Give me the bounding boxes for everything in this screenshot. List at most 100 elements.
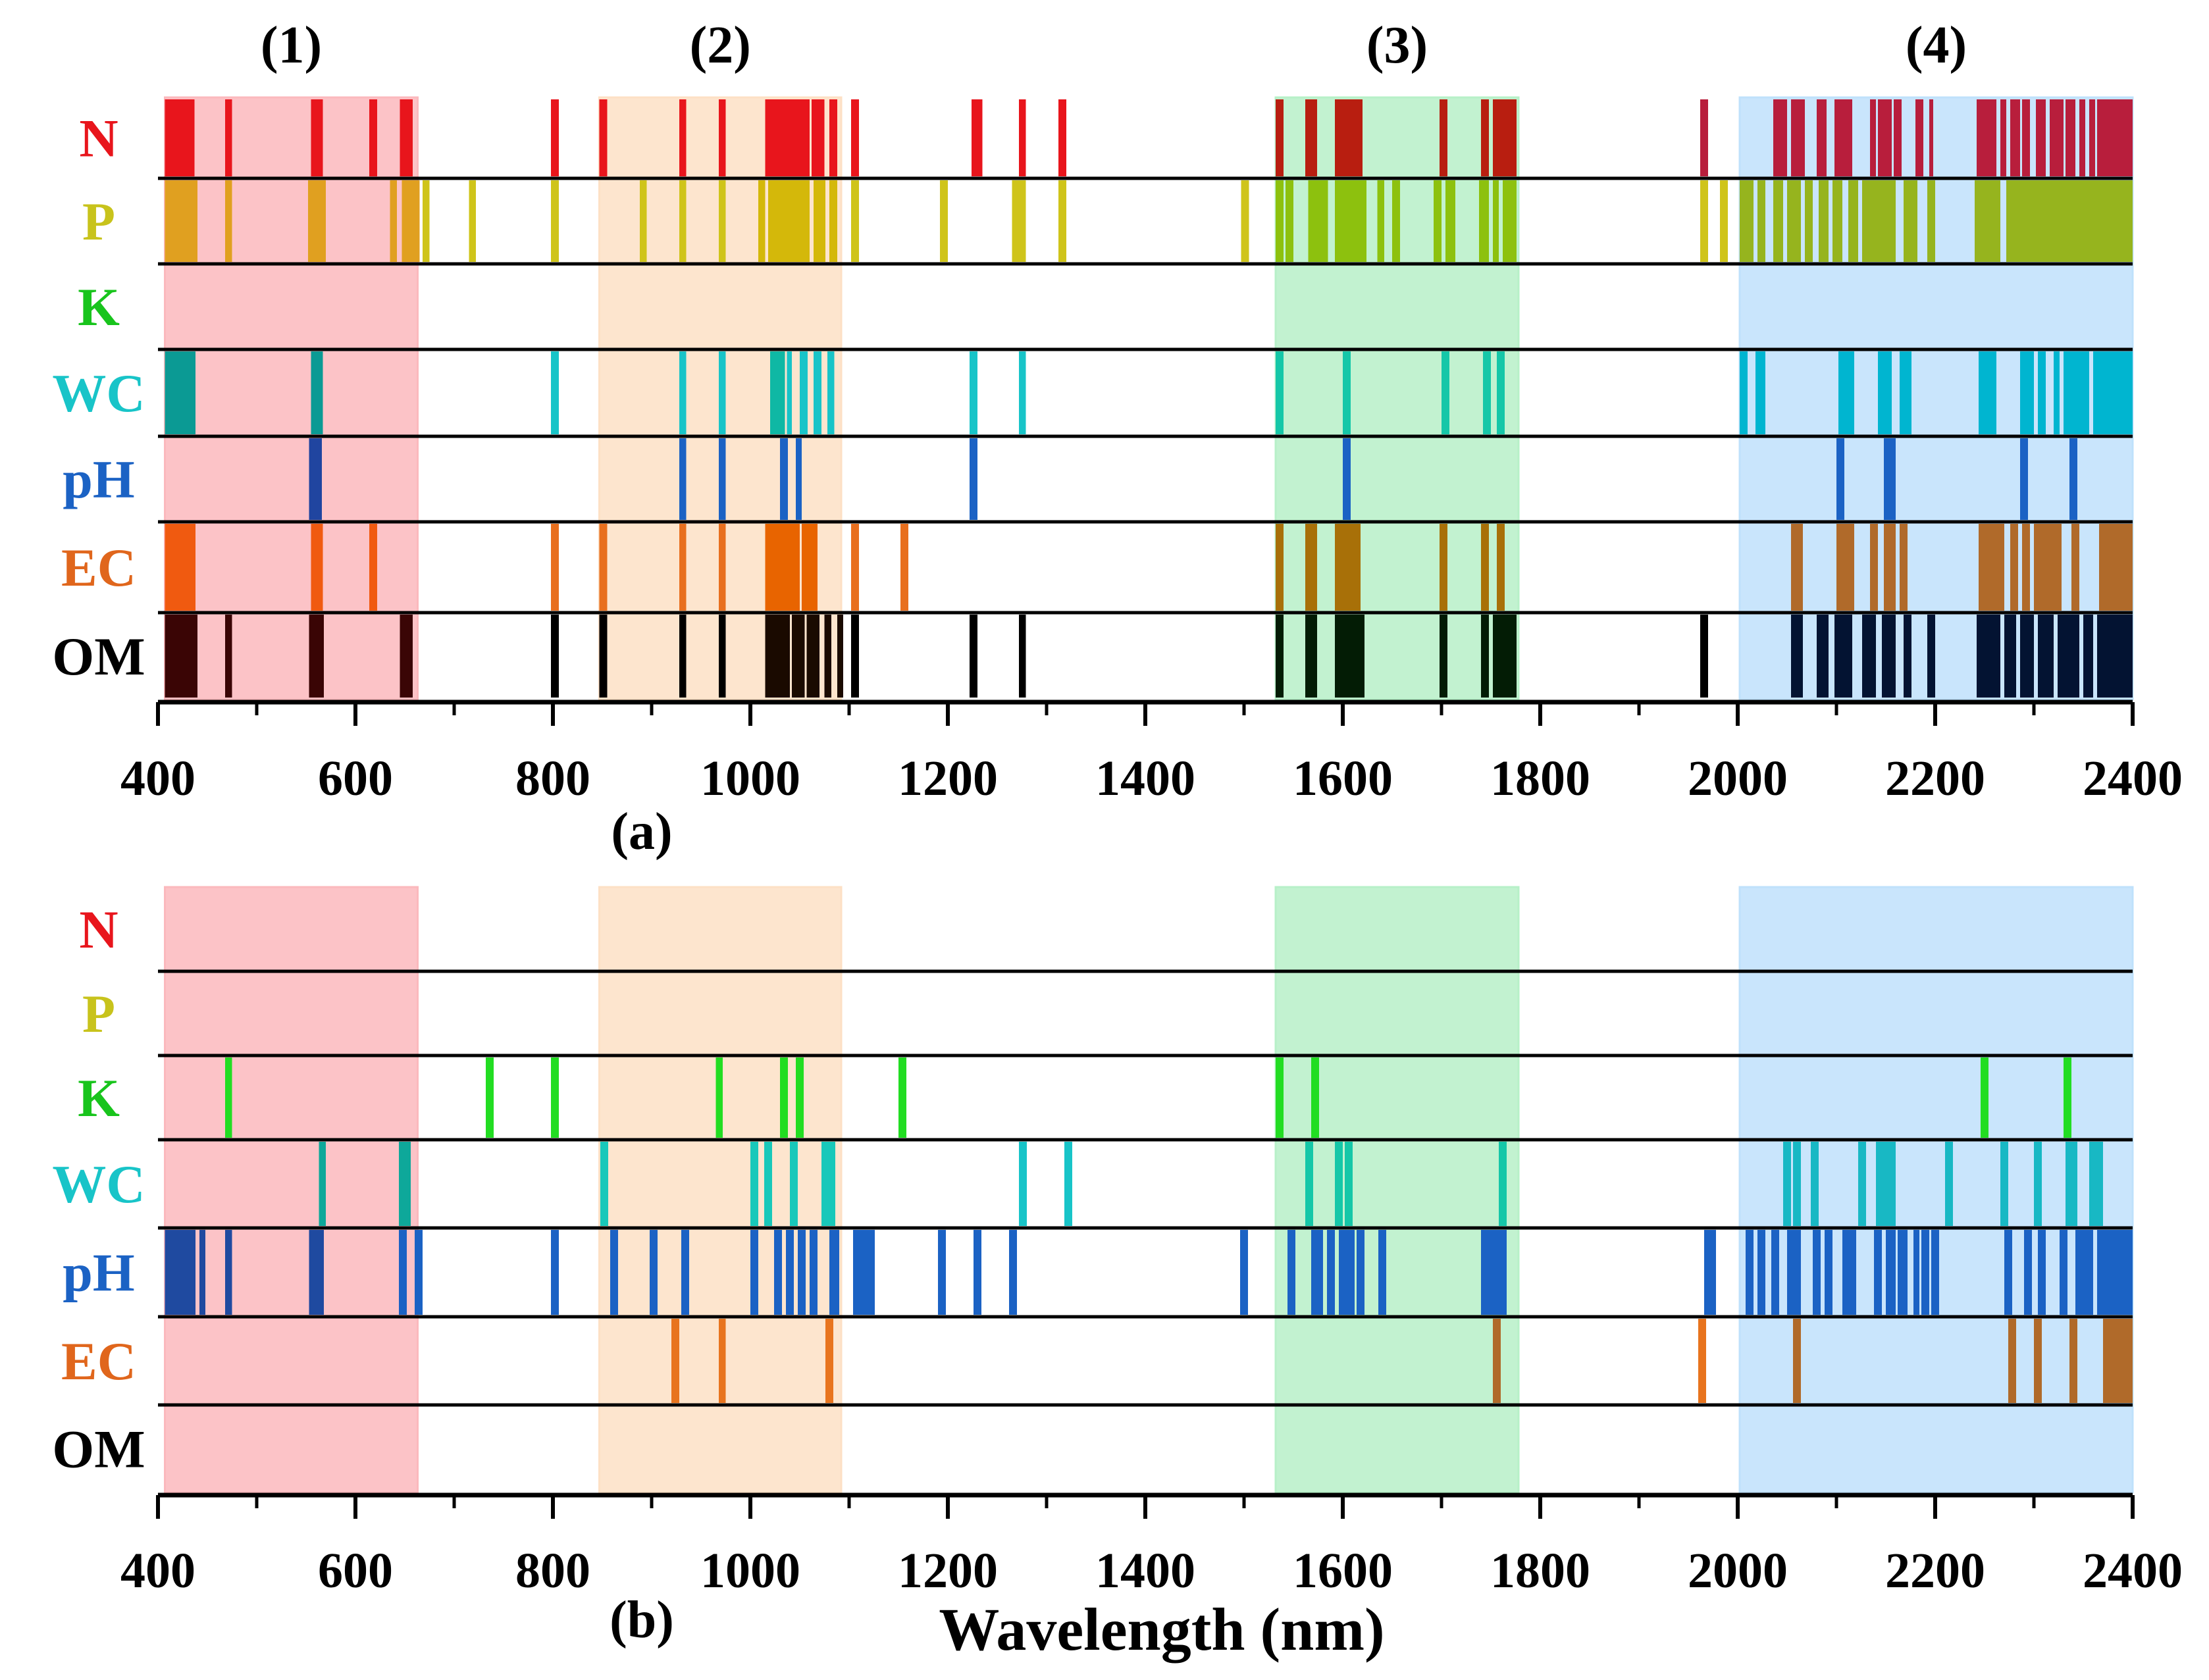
bar-p [1434, 180, 1442, 262]
row-label-ph: pH [63, 1243, 134, 1303]
bar-ec [802, 524, 818, 611]
x-tick-label: 1200 [898, 1543, 998, 1598]
bar-wc [319, 1142, 326, 1226]
bar-n [1305, 99, 1317, 176]
bar-ph [415, 1230, 423, 1315]
bar-om [2058, 615, 2079, 698]
bar-k [2064, 1057, 2071, 1138]
bar-ec [2022, 524, 2030, 611]
bar-wc [1900, 351, 1911, 434]
bar-p [1832, 180, 1842, 262]
bar-ec [719, 524, 726, 611]
bar-ec [1884, 524, 1896, 611]
bar-wc [770, 351, 785, 434]
bar-n [1844, 99, 1852, 176]
bar-om [851, 615, 859, 698]
bar-ph [853, 1230, 875, 1315]
bar-ph [1836, 438, 1844, 520]
region-band [1274, 886, 1520, 1494]
bar-n [2036, 99, 2046, 176]
bar-ph [774, 1230, 782, 1315]
region-label: (4) [1906, 16, 1967, 74]
bar-wc [827, 351, 835, 434]
bar-ec [765, 524, 800, 611]
bar-n [1817, 99, 1827, 176]
bar-wc [1858, 1142, 1866, 1226]
bar-n [1791, 99, 1805, 176]
bar-n [1276, 99, 1284, 176]
bar-ph [1339, 1230, 1355, 1315]
bar-ph [719, 438, 726, 520]
bar-ec [1276, 524, 1284, 611]
x-tick-label: 1600 [1293, 751, 1393, 806]
bar-wc [399, 1142, 411, 1226]
bar-k [715, 1057, 723, 1138]
bar-ph [679, 438, 687, 520]
bar-ph [1287, 1230, 1295, 1315]
x-tick-label: 600 [318, 1543, 393, 1598]
bar-om [599, 615, 608, 698]
bar-n [1878, 99, 1892, 176]
row-label-ec: EC [61, 1331, 136, 1391]
bar-ph [1771, 1230, 1779, 1315]
row-label-p: P [82, 191, 115, 251]
bar-p [1493, 180, 1499, 262]
bar-ec [2099, 524, 2133, 611]
bar-om [1977, 615, 2000, 698]
bar-n [2079, 99, 2085, 176]
bar-ec [2034, 1319, 2042, 1403]
bar-om [806, 615, 819, 698]
bar-wc [2034, 1142, 2042, 1226]
bar-ph [1343, 438, 1351, 520]
bar-p [1904, 180, 1917, 262]
bar-k [1311, 1057, 1319, 1138]
bar-wc [1838, 351, 1854, 434]
x-tick-label: 2200 [1885, 1543, 1985, 1598]
bar-ph [974, 1230, 981, 1315]
bar-p [1862, 180, 1896, 262]
bar-wc [1442, 351, 1449, 434]
bar-wc [790, 1142, 798, 1226]
bar-ec [825, 1319, 833, 1403]
bar-wc [551, 351, 559, 434]
bar-n [2000, 99, 2006, 176]
bar-ph [2020, 438, 2028, 520]
bar-ph [309, 438, 322, 520]
bar-k [898, 1057, 906, 1138]
bar-ph [1813, 1230, 1821, 1315]
region-band [164, 96, 419, 701]
bar-p [1276, 180, 1284, 262]
bar-om [2020, 615, 2034, 698]
bar-ph [650, 1230, 658, 1315]
bar-wc [2020, 351, 2034, 434]
bar-om [970, 615, 977, 698]
bar-ph [1009, 1230, 1017, 1315]
bar-p [2006, 180, 2133, 262]
bar-om [837, 615, 843, 698]
bar-p [1819, 180, 1829, 262]
bar-om [1335, 615, 1364, 698]
bar-ph [2060, 1230, 2067, 1315]
bar-n [1481, 99, 1489, 176]
bar-ph [1842, 1230, 1856, 1315]
bar-p [1787, 180, 1801, 262]
bar-p [165, 180, 197, 262]
bar-ec [679, 524, 687, 611]
bar-ec [599, 524, 608, 611]
panel-label: (a) [611, 803, 672, 861]
bar-om [1904, 615, 1911, 698]
x-tick-label: 2200 [1885, 751, 1985, 806]
x-tick-label: 1800 [1490, 1543, 1590, 1598]
x-tick-label: 400 [120, 751, 195, 806]
bar-ph [1757, 1230, 1765, 1315]
bar-wc [787, 351, 792, 434]
bar-ph [681, 1230, 689, 1315]
bar-wc [821, 1142, 835, 1226]
region-label: (1) [261, 16, 322, 74]
bar-wc [311, 351, 323, 434]
bar-n [1915, 99, 1923, 176]
bar-ph [1327, 1230, 1335, 1315]
bar-n [2050, 99, 2064, 176]
bar-wc [165, 351, 195, 434]
